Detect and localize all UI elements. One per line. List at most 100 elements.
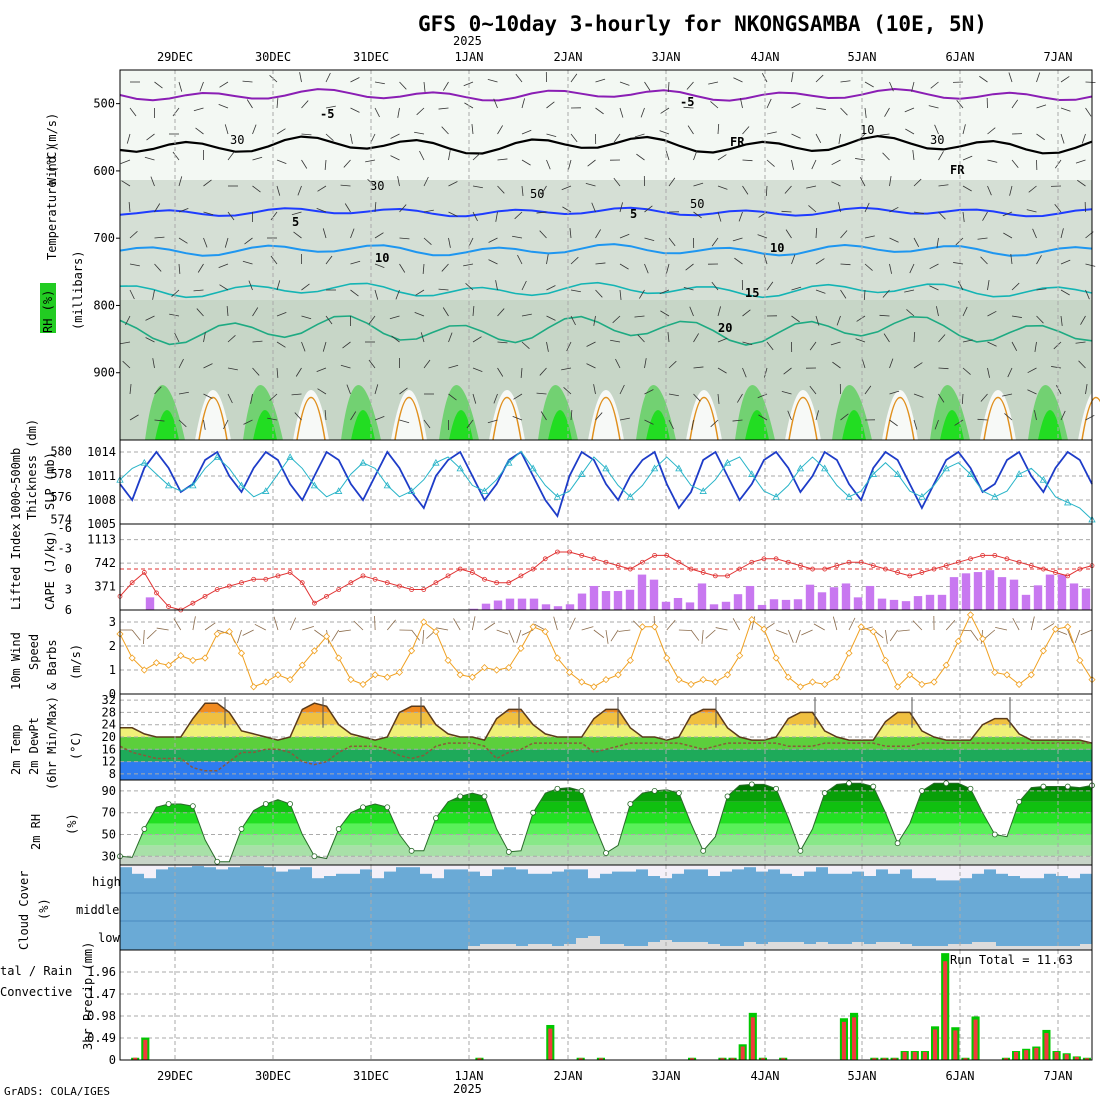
cape-bar [697, 583, 707, 610]
wind10-marker [760, 625, 768, 633]
upper-wind-barb [463, 263, 474, 267]
lifted-index-marker [555, 549, 560, 555]
upper-wind-barb [203, 179, 212, 187]
cloud-high-bar [552, 865, 564, 872]
cloud-low-bar [780, 942, 792, 950]
upper-wind-barb [448, 181, 458, 187]
precip-conv-bar [912, 1051, 917, 1060]
cloud-low-bar [600, 944, 612, 950]
upper-wind-barb [738, 211, 743, 222]
upper-wind-barb [203, 211, 214, 216]
cloud-low-bar [492, 944, 504, 950]
lifted-index-marker [907, 573, 913, 579]
upper-wind-barb [957, 280, 964, 291]
upper-wind-barb [561, 185, 572, 191]
cloud-low-bar [504, 944, 516, 950]
y-tick-label: 700 [93, 231, 115, 245]
cloud-low-bar [1068, 946, 1080, 950]
upper-wind-barb [178, 391, 189, 395]
moist-column-core [940, 410, 964, 440]
upper-wind-barb [154, 263, 162, 272]
lifted-index-marker [287, 570, 293, 575]
upper-wind-barb [668, 393, 679, 397]
upper-wind-barb [815, 315, 820, 326]
rh2m-marker [676, 790, 682, 796]
top-date-label: 3JAN [652, 50, 681, 64]
upper-wind-barb [340, 364, 351, 369]
lifted-index-marker [421, 587, 427, 592]
dry-plume [882, 390, 918, 440]
upper-wind-barb [693, 366, 704, 369]
lifted-index-marker [494, 580, 500, 586]
lifted-index-marker [834, 563, 840, 569]
cloud-high-bar [528, 865, 540, 874]
upper-wind-barb [717, 337, 728, 343]
temp-25-contour [788, 396, 818, 441]
upper-wind-barb [295, 367, 302, 377]
precip-conv-bar [1024, 1050, 1029, 1060]
wind10-marker [480, 664, 489, 672]
cloud-high-bar [1056, 865, 1068, 876]
upper-wind-barb [864, 263, 873, 271]
rh2m-marker [1016, 798, 1022, 805]
wind10-marker [152, 659, 161, 667]
upper-wind-barb [863, 289, 866, 301]
cloud-high-bar [300, 865, 312, 868]
upper-wind-barb [619, 202, 623, 213]
temp-25-contour [885, 396, 915, 441]
y-tick-label: 576 [50, 490, 72, 504]
label-temp2c: (6hr Min/Max) [45, 696, 59, 790]
thickness-marker [699, 487, 707, 494]
label-precip-c: 3hr Precip (mm) [81, 942, 95, 1050]
rh2m-marker [943, 780, 950, 787]
upper-wind-barb [448, 332, 453, 343]
cloud-high-bar [636, 865, 648, 870]
wind10-marker [565, 668, 574, 676]
wind10-barb [254, 623, 266, 631]
y-tick-label: 1113 [87, 533, 116, 547]
cape-bar [601, 591, 611, 610]
year-label-bottom: 2025 [453, 1082, 482, 1096]
rh2m-marker [165, 801, 172, 807]
cape-bar [469, 608, 479, 610]
upper-wind-barb [710, 101, 719, 109]
upper-wind-barb [889, 419, 898, 427]
cape-bar [745, 585, 755, 610]
thickness-marker [237, 481, 246, 489]
upper-wind-barb [546, 315, 556, 321]
temp2m-line [120, 702, 1093, 744]
cloud-low-bar [480, 944, 492, 950]
wind10-marker [699, 676, 707, 684]
cape-bar [769, 599, 779, 610]
upper-wind-barb [781, 391, 792, 395]
upper-wind-barb [1075, 341, 1086, 344]
upper-wind-barb [350, 411, 357, 421]
upper-wind-barb [961, 393, 964, 405]
cloud-low-bar [1020, 946, 1032, 950]
cape-bar [757, 604, 767, 610]
upper-wind-barb [740, 98, 743, 109]
cloud-low-bar [864, 944, 876, 950]
wind10-marker [687, 680, 695, 688]
upper-wind-barb [1085, 384, 1088, 395]
upper-wind-barb [521, 341, 530, 349]
upper-wind-barb [840, 413, 849, 421]
upper-wind-barb [389, 315, 400, 320]
cloud-low-bar [540, 944, 552, 950]
upper-wind-barb [252, 307, 259, 317]
upper-wind-barb [987, 341, 997, 347]
cloud-low-bar [696, 942, 708, 950]
wind10-marker [432, 628, 440, 636]
cloud-high-bar [132, 865, 144, 874]
cloud-high-bar [744, 865, 756, 868]
rh2m-marker [773, 785, 779, 792]
upper-wind-barb [368, 359, 376, 369]
upper-wind-barb [546, 341, 549, 352]
upper-wind-barb [487, 79, 498, 83]
upper-wind-barb [619, 289, 622, 300]
cape-bar [937, 594, 947, 610]
precip-conv-bar [1054, 1051, 1059, 1060]
upper-wind-barb [644, 237, 655, 241]
cloud-high-bar [732, 865, 744, 870]
upper-wind-barb [791, 286, 802, 291]
